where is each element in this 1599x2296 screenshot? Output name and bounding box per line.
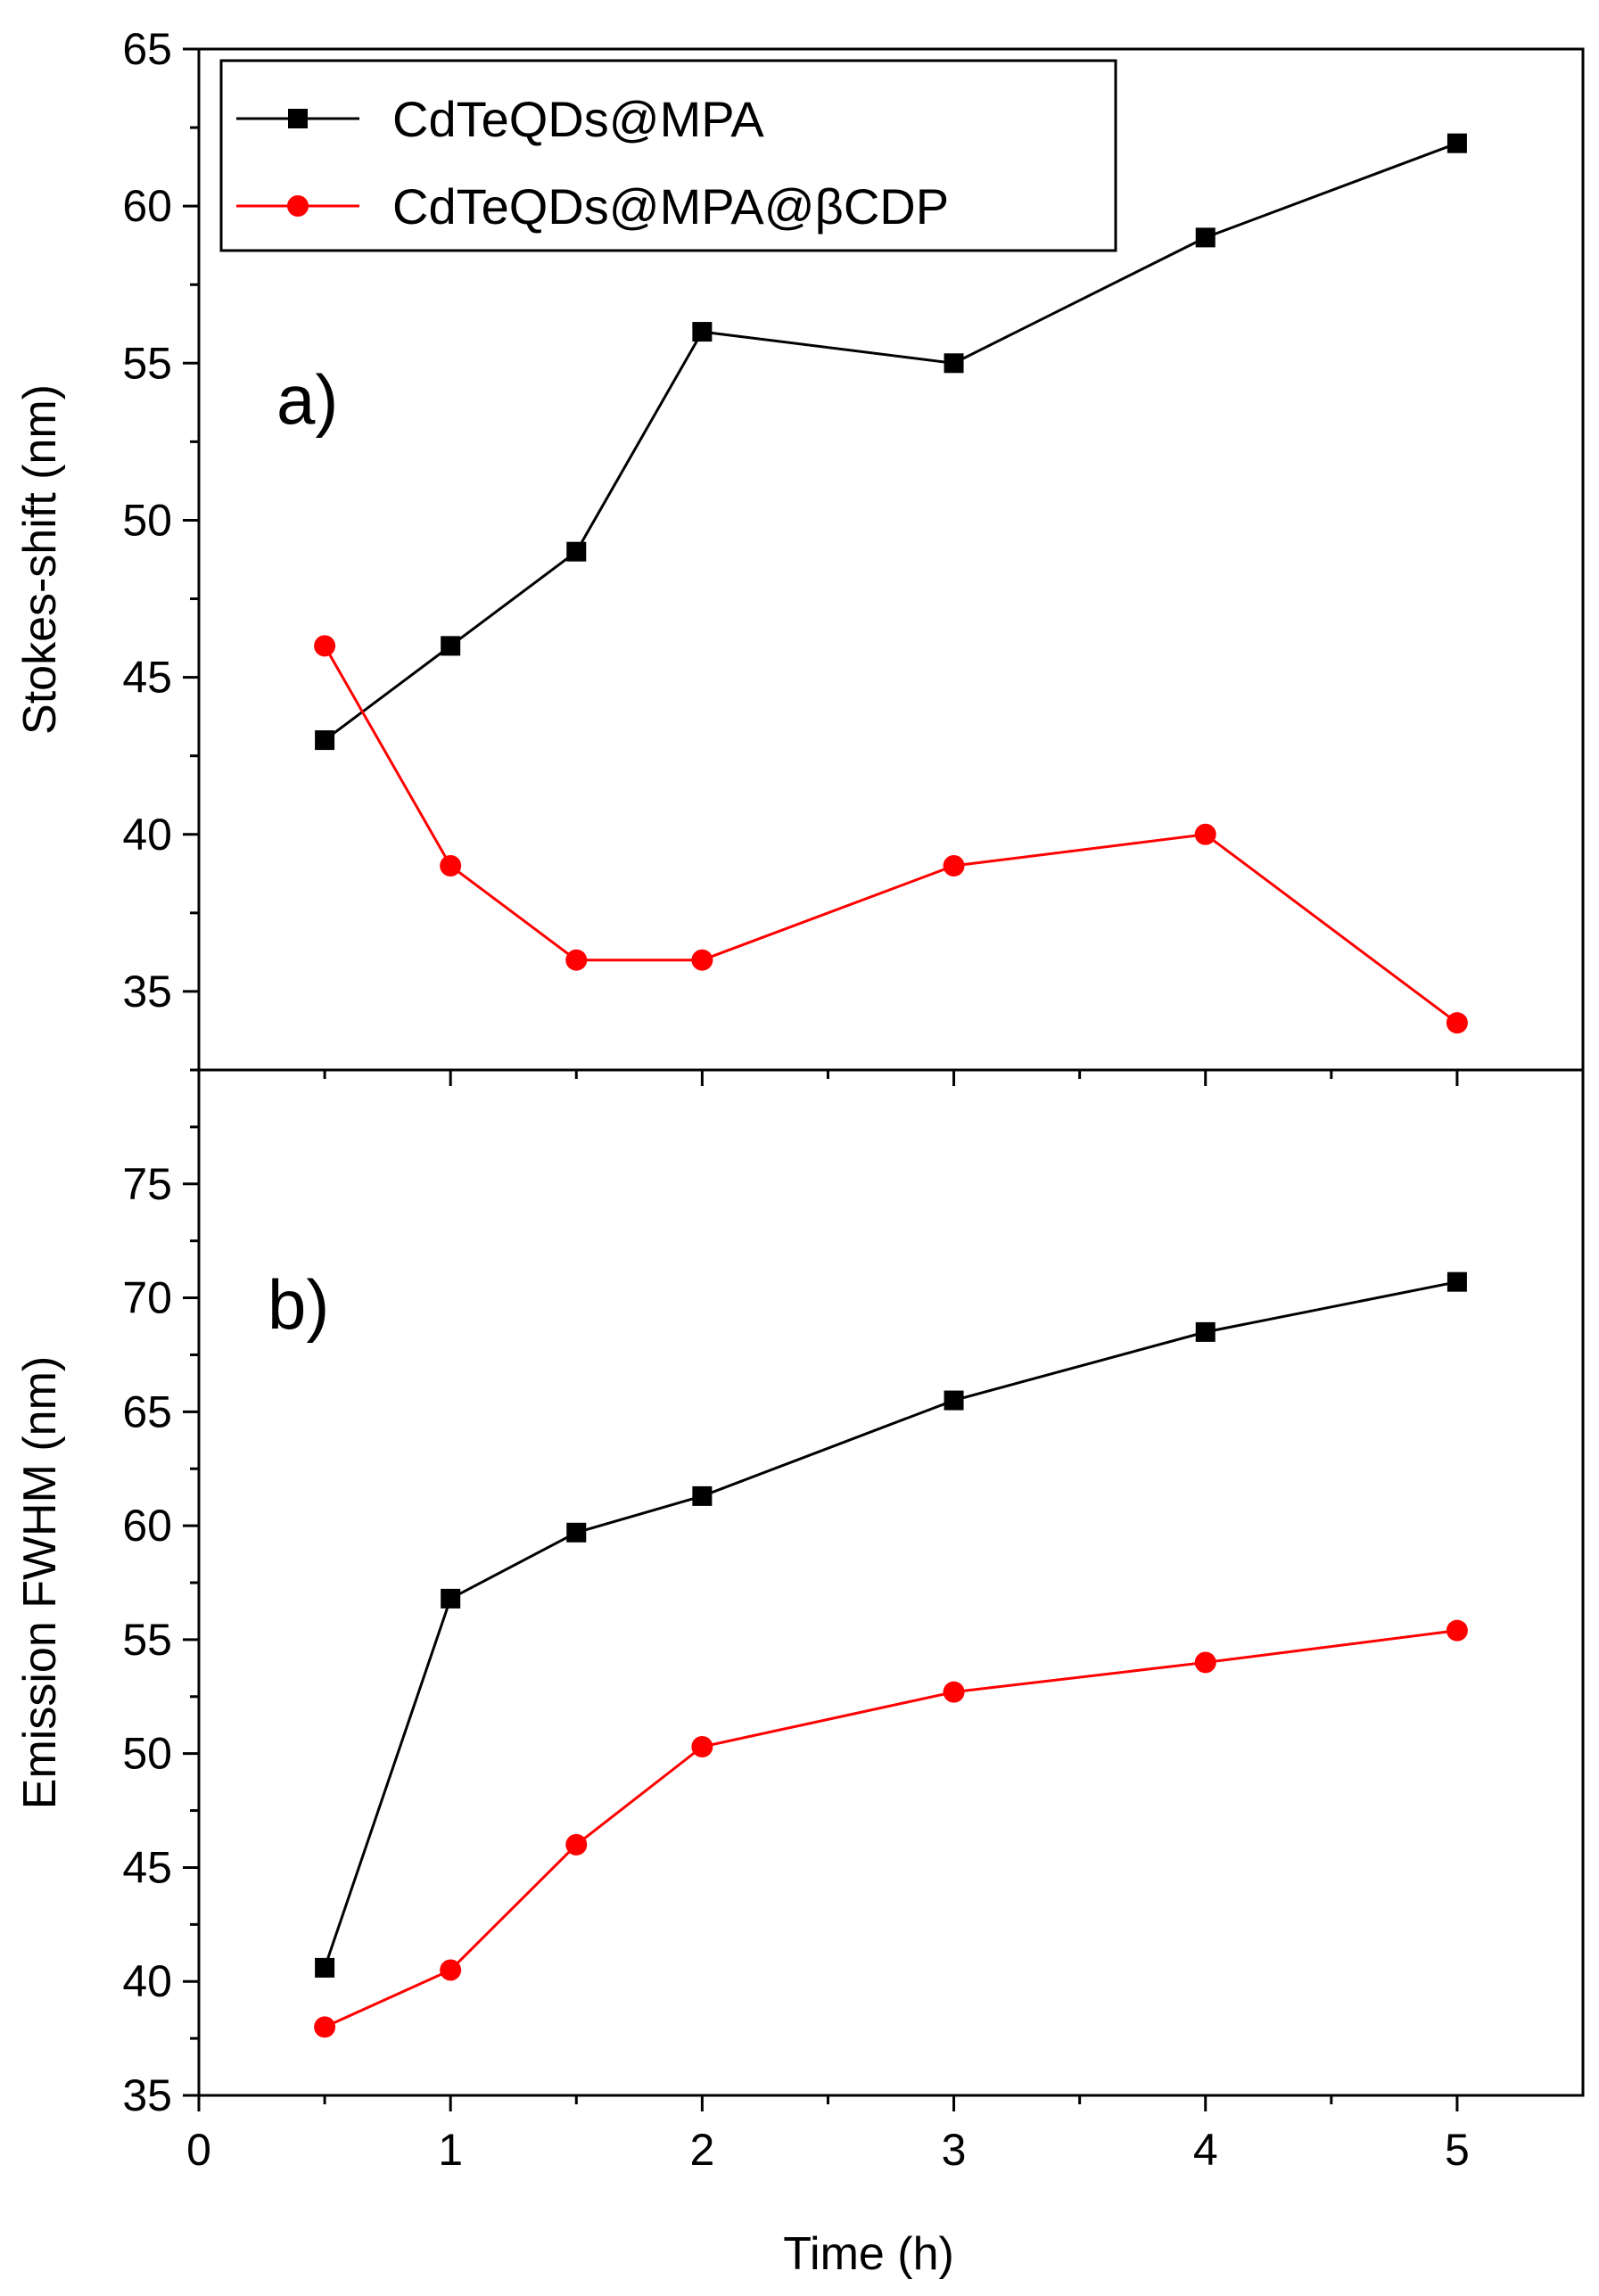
y-tick-label: 50 bbox=[122, 495, 172, 545]
y-tick-label: 45 bbox=[122, 653, 172, 703]
data-point bbox=[1194, 1651, 1216, 1674]
data-point bbox=[1446, 1012, 1468, 1034]
y-tick-label: 60 bbox=[122, 181, 172, 231]
data-point bbox=[566, 1522, 587, 1543]
data-point bbox=[692, 322, 713, 342]
series-mpa-bcdp-panel-a bbox=[314, 635, 1468, 1034]
y-axis-title: Emission FWHM (nm) bbox=[14, 1356, 66, 1809]
data-point bbox=[315, 730, 335, 751]
data-point bbox=[944, 1390, 964, 1411]
data-point bbox=[1447, 1271, 1467, 1292]
legend-marker bbox=[288, 109, 308, 128]
data-point bbox=[1447, 133, 1467, 153]
y-tick-label: 35 bbox=[122, 2070, 172, 2120]
y-tick-label: 65 bbox=[122, 1387, 172, 1436]
panel-a-axes: 35 40 45 50 55 60 65 bbox=[122, 24, 1585, 1086]
data-point bbox=[944, 353, 964, 374]
y-tick-label: 40 bbox=[122, 810, 172, 860]
data-point bbox=[1195, 1321, 1216, 1342]
data-point bbox=[1194, 823, 1216, 845]
y-tick-label: 45 bbox=[122, 1842, 172, 1892]
data-point bbox=[315, 1957, 335, 1978]
y-tick-label: 70 bbox=[122, 1273, 172, 1323]
x-tick-label: 3 bbox=[942, 2125, 967, 2175]
y-axis-title: Stokes-shift (nm) bbox=[14, 384, 66, 735]
y-tick-label: 55 bbox=[122, 338, 172, 388]
y-tick-label: 50 bbox=[122, 1729, 172, 1779]
y-tick-label: 35 bbox=[122, 967, 172, 1016]
x-tick-label: 2 bbox=[689, 2125, 714, 2175]
y-tick-label: 60 bbox=[122, 1501, 172, 1551]
data-point bbox=[314, 635, 336, 657]
x-tick-label: 4 bbox=[1193, 2125, 1218, 2175]
data-point bbox=[565, 949, 588, 971]
series-mpa-bcdp-panel-b bbox=[314, 1619, 1468, 2038]
x-axis-title: Time (h) bbox=[783, 2228, 954, 2280]
y-tick-label: 40 bbox=[122, 1956, 172, 2006]
legend-label: CdTeQDs@MPA@βCDP bbox=[392, 178, 949, 235]
panel-label: b) bbox=[268, 1265, 329, 1344]
y-tick-label: 65 bbox=[122, 24, 172, 74]
data-point bbox=[441, 1588, 461, 1609]
data-point bbox=[692, 1485, 713, 1506]
data-point bbox=[943, 1681, 965, 1703]
y-tick-label: 55 bbox=[122, 1615, 172, 1665]
data-point bbox=[440, 1959, 462, 1981]
legend-box bbox=[219, 59, 1117, 252]
y-tick-label: 75 bbox=[122, 1159, 172, 1209]
data-point bbox=[565, 1833, 588, 1856]
panel-label: a) bbox=[276, 360, 338, 439]
data-point bbox=[1195, 227, 1216, 248]
x-tick-label: 0 bbox=[186, 2125, 211, 2175]
data-point bbox=[440, 855, 462, 876]
data-point bbox=[691, 1736, 713, 1757]
legend-label: CdTeQDs@MPA bbox=[392, 91, 764, 147]
data-point bbox=[314, 2016, 336, 2038]
data-point bbox=[1446, 1619, 1468, 1642]
data-point bbox=[691, 949, 713, 971]
data-point bbox=[943, 855, 965, 876]
legend-marker bbox=[287, 195, 309, 217]
data-point bbox=[441, 636, 461, 656]
x-tick-label: 5 bbox=[1445, 2125, 1470, 2175]
legend: CdTeQDs@MPA CdTeQDs@MPA@βCDP bbox=[219, 59, 1117, 252]
x-tick-label: 1 bbox=[438, 2125, 463, 2175]
series-mpa-panel-a bbox=[315, 133, 1467, 751]
data-point bbox=[566, 541, 587, 562]
series-mpa-panel-b bbox=[315, 1271, 1467, 1978]
